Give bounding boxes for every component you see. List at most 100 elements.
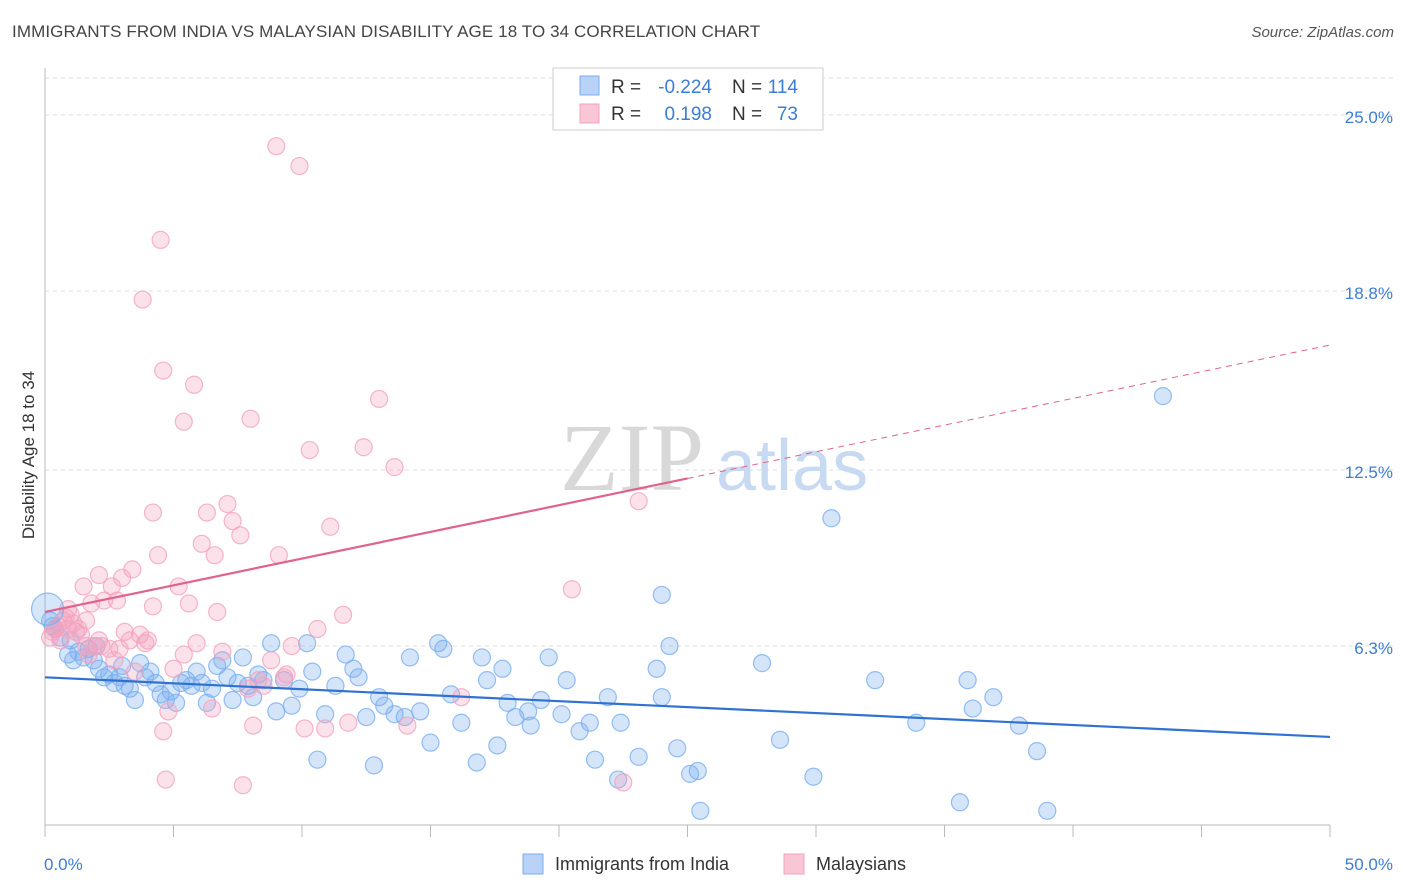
malaysian-point — [231, 526, 250, 545]
y-tick-label: 12.5% — [1345, 463, 1393, 482]
malaysian-point — [249, 671, 268, 690]
india-point — [316, 705, 335, 724]
india-point — [688, 761, 707, 781]
india-point — [59, 645, 78, 664]
malaysian-point — [123, 560, 142, 579]
india-point — [519, 702, 538, 721]
india-point — [262, 634, 281, 653]
watermark-zip: ZIP — [560, 404, 704, 511]
malaysian-point — [154, 722, 173, 741]
malaysian-point — [84, 636, 103, 656]
india-point — [1027, 742, 1047, 761]
india-point — [429, 634, 448, 653]
india-point — [84, 651, 103, 670]
legend-swatch-malaysian — [579, 103, 600, 124]
india-point — [156, 690, 175, 710]
trend-line-malaysian-extension — [687, 344, 1331, 479]
india-point — [611, 713, 630, 732]
malaysian-point — [143, 597, 163, 616]
india-point — [1153, 387, 1173, 406]
india-point — [254, 671, 273, 690]
india-point — [192, 673, 211, 693]
india-point — [344, 659, 363, 678]
india-point — [493, 659, 512, 678]
malaysian-point — [334, 605, 353, 624]
india-point — [585, 750, 605, 769]
india-point — [822, 509, 841, 528]
malaysian-point — [614, 773, 633, 792]
malaysian-point — [321, 517, 340, 536]
india-point — [411, 702, 430, 721]
malaysian-point — [159, 702, 178, 721]
india-point — [308, 750, 327, 769]
india-point — [647, 659, 666, 678]
legend-swatch-india — [522, 853, 544, 875]
malaysian-point — [244, 716, 263, 735]
legend-n-label: N = — [732, 77, 762, 98]
india-point — [441, 685, 461, 704]
india-point — [249, 665, 268, 684]
legend-n-value: 73 — [777, 104, 798, 125]
india-point — [488, 736, 507, 755]
malaysian-point — [136, 634, 155, 653]
axis-layer — [44, 68, 1331, 837]
malaysian-point — [133, 290, 152, 309]
india-point — [223, 690, 242, 710]
malaysian-point — [290, 156, 309, 176]
malaysian-point — [115, 622, 134, 641]
india-point — [521, 716, 540, 735]
y-tick-label: 6.3% — [1354, 639, 1393, 658]
malaysian-point — [187, 634, 206, 653]
india-point — [208, 656, 227, 676]
malaysian-point — [398, 716, 417, 735]
india-point — [400, 648, 420, 667]
india-point — [151, 685, 170, 704]
india-point — [89, 659, 109, 678]
india-point — [580, 713, 599, 732]
india-point — [963, 699, 982, 718]
tick-labels: 6.3% 12.5% 18.8% 25.0% 0.0% 50.0% — [44, 108, 1393, 874]
malaysian-point — [107, 591, 127, 610]
india-point — [1038, 801, 1057, 820]
legend-r-value: -0.224 — [658, 77, 712, 98]
malaysian-point — [300, 440, 319, 460]
y-tick-label: 25.0% — [1345, 108, 1393, 127]
y-axis-title: Disability Age 18 to 34 — [19, 371, 38, 539]
trend-line-india — [44, 676, 1331, 739]
malaysian-point — [154, 361, 173, 380]
malaysian-point — [148, 546, 168, 565]
india-point — [660, 636, 679, 656]
india-point — [421, 733, 440, 752]
legend-r-value: 0.198 — [664, 104, 712, 125]
points-layer — [30, 137, 1173, 820]
india-point — [539, 648, 558, 667]
x-tick-label: 50.0% — [1345, 855, 1393, 874]
malaysian-point — [385, 458, 404, 477]
india-point — [472, 648, 491, 667]
malaysian-point — [267, 137, 286, 156]
malaysian-point — [282, 636, 301, 656]
india-point — [866, 671, 885, 690]
india-point — [364, 756, 384, 775]
malaysian-point — [316, 719, 335, 738]
india-point — [1009, 716, 1029, 735]
india-point — [691, 801, 710, 820]
legend-label-malaysian: Malaysians — [816, 854, 906, 874]
malaysian-point — [100, 639, 119, 659]
india-point — [385, 705, 404, 724]
india-point — [552, 705, 571, 724]
legend-r-label: R = — [611, 104, 641, 125]
india-point — [609, 770, 628, 789]
x-tick-label: 0.0% — [44, 855, 83, 874]
malaysian-point — [89, 565, 109, 585]
watermark-atlas: atlas — [716, 426, 868, 506]
india-point — [752, 654, 772, 673]
malaysian-point — [125, 662, 145, 681]
legend-label-india: Immigrants from India — [555, 854, 730, 874]
malaysian-point — [218, 494, 237, 514]
india-point — [303, 662, 322, 681]
legend-r-label: R = — [611, 77, 641, 98]
malaysian-point — [205, 546, 224, 565]
malaysian-point — [354, 438, 373, 457]
trend-line-malaysian — [44, 477, 688, 614]
